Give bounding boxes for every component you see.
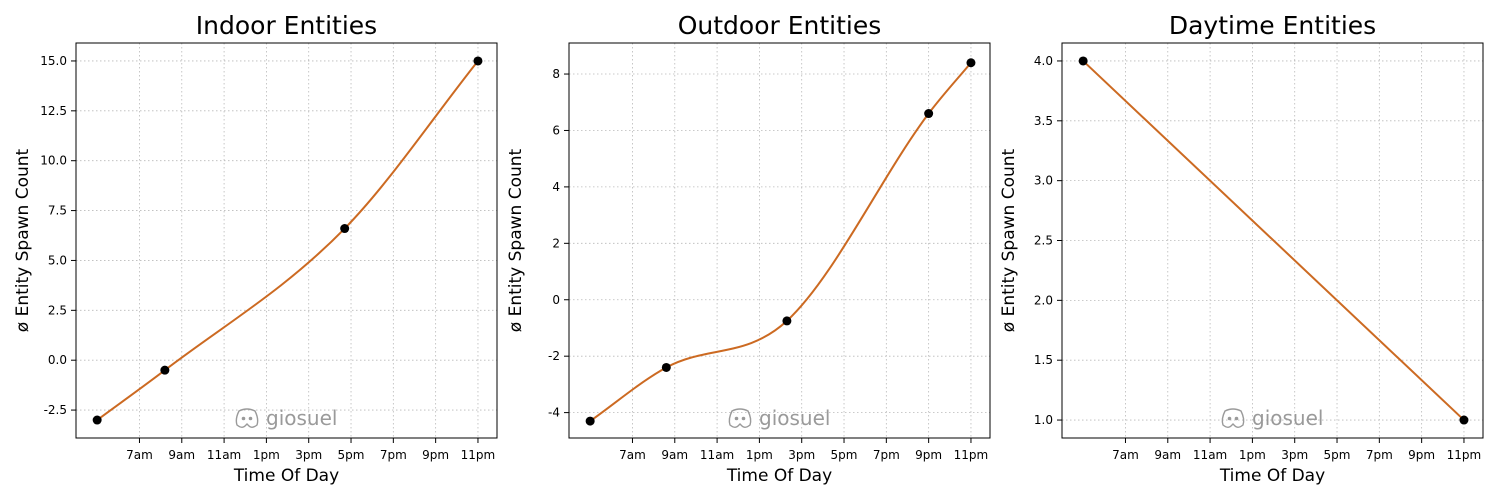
watermark: giosuel (235, 406, 337, 430)
y-tick-label: 1.5 (1034, 353, 1053, 367)
series-line (589, 62, 972, 422)
data-point (661, 362, 671, 372)
y-axis-label: ø Entity Spawn Count (13, 148, 33, 332)
x-tick-label: 1pm (253, 448, 280, 462)
x-tick-label: 11pm (461, 448, 496, 462)
x-tick-label: 5pm (831, 448, 858, 462)
data-point (585, 416, 595, 426)
y-tick-label: 3.0 (1034, 174, 1053, 188)
watermark: giosuel (1221, 406, 1323, 430)
chart-panel-2: giosuel 7am 9am 11am 1pm 3pm 5pm 7pm 9pm 11pm -4 -2… (506, 11, 991, 486)
data-point (782, 316, 792, 326)
data-point (340, 224, 350, 234)
y-tick-label: 1.0 (1034, 413, 1053, 427)
y-tick-label: 5.0 (48, 253, 67, 267)
data-point (966, 58, 976, 68)
x-tick-label: 9pm (1408, 448, 1435, 462)
data-point (160, 365, 170, 375)
watermark: giosuel (728, 406, 830, 430)
data-point (1078, 56, 1088, 66)
watermark-text: giosuel (759, 406, 830, 430)
data-point (92, 415, 102, 425)
y-tick-label: -4 (548, 406, 560, 420)
x-tick-label: 7am (619, 448, 646, 462)
y-tick-label: -2 (548, 349, 560, 363)
chart-title: Outdoor Entities (678, 11, 882, 40)
y-tick-label: 2.5 (48, 303, 67, 317)
x-tick-label: 7am (126, 448, 153, 462)
x-tick-label: 7pm (873, 448, 900, 462)
x-tick-label: 3pm (295, 448, 322, 462)
x-tick-label: 9am (1154, 448, 1181, 462)
x-tick-label: 7am (1112, 448, 1139, 462)
x-tick-label: 5pm (338, 448, 365, 462)
y-tick-label: 8 (552, 67, 560, 81)
y-axis-label: ø Entity Spawn Count (999, 148, 1019, 332)
x-tick-label: 1pm (1239, 448, 1266, 462)
x-tick-label: 9pm (422, 448, 449, 462)
chart-title: Daytime Entities (1169, 11, 1376, 40)
chart-panel-1: giosuel 7am 9am 11am 1pm 3pm 5pm 7pm 9pm 11pm -2.5… (13, 11, 498, 486)
x-tick-label: 7pm (380, 448, 407, 462)
chart-panel-3: giosuel 7am 9am 11am 1pm 3pm 5pm 7pm 9pm 11pm 1.0 1… (999, 11, 1484, 486)
y-tick-label: 0 (552, 293, 560, 307)
x-tick-label: 11pm (954, 448, 989, 462)
x-tick-label: 11am (1193, 448, 1227, 462)
x-axis-label: Time Of Day (726, 466, 832, 486)
data-point (1459, 415, 1469, 425)
plot-frame (568, 42, 991, 439)
data-point (473, 56, 483, 66)
y-tick-label: 4.0 (1034, 54, 1053, 68)
x-tick-label: 3pm (1281, 448, 1308, 462)
x-axis-label: Time Of Day (233, 466, 339, 486)
series-line (96, 60, 479, 421)
x-tick-label: 7pm (1366, 448, 1393, 462)
y-tick-label: 12.5 (40, 104, 67, 118)
data-point (924, 109, 934, 119)
y-tick-label: 6 (552, 123, 560, 137)
y-tick-label: 0.0 (48, 353, 67, 367)
discord-icon (728, 408, 752, 428)
x-tick-label: 5pm (1324, 448, 1351, 462)
y-tick-label: 7.5 (48, 204, 67, 218)
watermark-text: giosuel (1252, 406, 1323, 430)
x-tick-label: 11pm (1447, 448, 1482, 462)
x-tick-label: 9pm (915, 448, 942, 462)
y-tick-label: 2.0 (1034, 293, 1053, 307)
y-tick-label: 2.5 (1034, 234, 1053, 248)
series-line (1082, 60, 1465, 421)
y-tick-label: 2 (552, 236, 560, 250)
watermark-text: giosuel (266, 406, 337, 430)
x-axis-label: Time Of Day (1219, 466, 1325, 486)
x-tick-label: 3pm (788, 448, 815, 462)
x-tick-label: 9am (661, 448, 688, 462)
chart-title: Indoor Entities (196, 11, 377, 40)
discord-icon (1221, 408, 1245, 428)
y-axis-label: ø Entity Spawn Count (506, 148, 526, 332)
x-tick-label: 11am (207, 448, 241, 462)
y-tick-label: -2.5 (44, 403, 67, 417)
plot-frame (75, 42, 498, 439)
y-tick-label: 10.0 (40, 154, 67, 168)
x-tick-label: 9am (168, 448, 195, 462)
y-tick-label: 15.0 (40, 54, 67, 68)
x-tick-label: 1pm (746, 448, 773, 462)
y-tick-label: 3.5 (1034, 114, 1053, 128)
y-tick-label: 4 (552, 180, 560, 194)
discord-icon (235, 408, 259, 428)
x-tick-label: 11am (700, 448, 734, 462)
